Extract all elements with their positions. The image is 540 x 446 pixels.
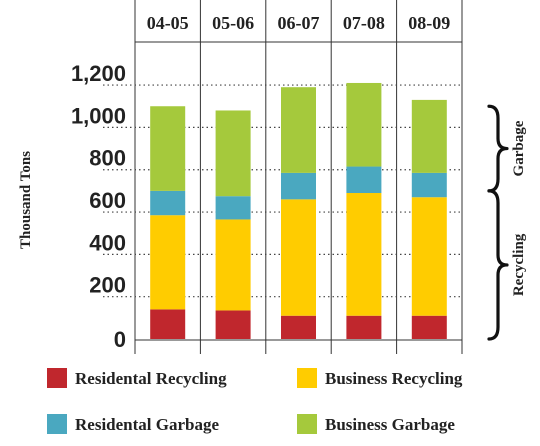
y-tick-label: 800 xyxy=(89,146,126,171)
legend-swatch xyxy=(47,414,67,434)
bar-segment xyxy=(281,172,316,200)
bar-segment xyxy=(215,310,251,339)
category-label: 04-05 xyxy=(147,13,189,33)
legend-label: Residental Garbage xyxy=(75,415,219,434)
bar-segment xyxy=(346,166,382,193)
legend: Residental Recycling Business Recycling Re… xyxy=(47,368,463,434)
category-header: 04-05 05-06 06-07 07-08 08-09 xyxy=(134,0,463,354)
bracket xyxy=(487,104,509,193)
brackets: Garbage Recycling xyxy=(487,104,527,341)
legend-label: Business Recycling xyxy=(325,369,463,388)
legend-swatch xyxy=(297,368,317,388)
bar-segment xyxy=(150,190,186,216)
bar-segment xyxy=(215,110,251,197)
bracket xyxy=(487,189,509,341)
bar-segment xyxy=(150,106,186,191)
category-label: 08-09 xyxy=(408,13,450,33)
bar-segment xyxy=(411,197,447,316)
bars xyxy=(150,82,447,339)
bar-segment xyxy=(281,199,316,316)
y-tick-label: 1,000 xyxy=(71,103,126,128)
y-axis-ticks: 0 200 400 600 800 1,000 1,200 xyxy=(71,61,126,352)
bar-segment xyxy=(346,315,382,339)
category-label: 06-07 xyxy=(278,13,320,33)
bracket-label: Garbage xyxy=(511,120,527,176)
bar-segment xyxy=(150,309,186,339)
bar-segment xyxy=(411,172,447,198)
bar-segment xyxy=(281,87,316,173)
y-tick-label: 600 xyxy=(89,188,126,213)
category-label: 07-08 xyxy=(343,13,385,33)
bracket-label: Recycling xyxy=(511,233,527,296)
bar-segment xyxy=(215,196,251,220)
legend-label: Residental Recycling xyxy=(75,369,227,388)
y-tick-label: 0 xyxy=(114,327,126,352)
y-axis-title: Thousand Tons xyxy=(18,151,34,249)
y-tick-label: 1,200 xyxy=(71,61,126,86)
bar-segment xyxy=(281,315,316,339)
category-label: 05-06 xyxy=(212,13,254,33)
bar-segment xyxy=(411,315,447,339)
bar-segment xyxy=(215,219,251,311)
y-tick-label: 200 xyxy=(89,273,126,298)
bar-segment xyxy=(346,192,382,316)
legend-swatch xyxy=(47,368,67,388)
bar-segment xyxy=(150,215,186,310)
legend-label: Business Garbage xyxy=(325,415,455,434)
bar-segment xyxy=(346,82,382,167)
bar-segment xyxy=(411,99,447,173)
legend-swatch xyxy=(297,414,317,434)
y-tick-label: 400 xyxy=(89,230,126,255)
